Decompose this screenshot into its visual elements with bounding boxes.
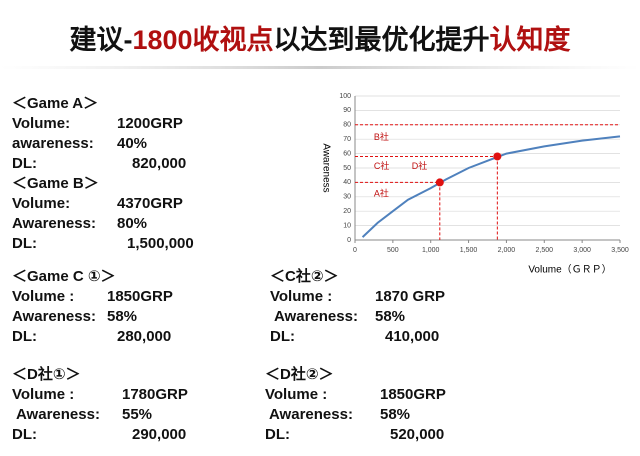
x-tick-label: 1,000 bbox=[422, 247, 440, 254]
title-rule bbox=[0, 66, 640, 69]
block-heading: ＜C社②＞ bbox=[270, 267, 339, 285]
field-label: DL: bbox=[12, 426, 37, 443]
x-tick-label: 2,500 bbox=[536, 247, 554, 254]
x-tick-label: 3,500 bbox=[611, 247, 629, 254]
x-tick-label: 3,000 bbox=[573, 247, 591, 254]
region-label: C社 bbox=[374, 160, 390, 171]
field-value: 55% bbox=[122, 406, 152, 423]
point bbox=[493, 152, 502, 161]
y-tick-label: 70 bbox=[343, 136, 351, 143]
y-tick-label: 0 bbox=[347, 237, 351, 244]
region-label: D社 bbox=[412, 160, 428, 171]
field-label: awareness: bbox=[12, 135, 94, 152]
field-label: Volume : bbox=[12, 386, 74, 403]
field-label: Awareness: bbox=[12, 308, 96, 325]
field-label: Volume: bbox=[12, 195, 70, 212]
field-label: DL: bbox=[12, 155, 37, 172]
field-value: 410,000 bbox=[385, 328, 439, 345]
field-label: Awareness: bbox=[16, 406, 100, 423]
field-value: 80% bbox=[117, 215, 147, 232]
field-value: 1200GRP bbox=[117, 115, 183, 132]
field-value: 280,000 bbox=[117, 328, 171, 345]
field-value: 1870 GRP bbox=[375, 288, 445, 305]
block-heading: ＜D社①＞ bbox=[12, 365, 81, 383]
field-value: 4370GRP bbox=[117, 195, 183, 212]
y-tick-label: 20 bbox=[343, 208, 351, 215]
x-tick-label: 500 bbox=[387, 247, 399, 254]
x-tick-label: 1,500 bbox=[460, 247, 478, 254]
field-value: 58% bbox=[380, 406, 410, 423]
field-label: Volume : bbox=[265, 386, 327, 403]
block-heading: ＜D社②＞ bbox=[265, 365, 334, 383]
title-part: 1800收视点 bbox=[132, 25, 273, 55]
y-tick-label: 30 bbox=[343, 194, 351, 201]
block-heading: ＜Game A＞ bbox=[12, 95, 98, 112]
y-tick-label: 100 bbox=[339, 93, 351, 100]
x-tick-label: 0 bbox=[353, 247, 357, 254]
field-label: Volume : bbox=[12, 288, 74, 305]
block-heading: ＜Game B＞ bbox=[12, 175, 99, 192]
field-value: 820,000 bbox=[132, 155, 186, 172]
field-label: Volume: bbox=[12, 115, 70, 132]
field-label: DL: bbox=[12, 328, 37, 345]
field-label: Awareness: bbox=[269, 406, 353, 423]
y-tick-label: 60 bbox=[343, 150, 351, 157]
region-label: A社 bbox=[374, 187, 389, 198]
field-value: 1780GRP bbox=[122, 386, 188, 403]
field-label: Awareness: bbox=[12, 215, 96, 232]
x-axis-label: Volume（ＧＲＰ） bbox=[528, 264, 611, 276]
block-heading: ＜Game C ①＞ bbox=[12, 268, 116, 285]
field-value: 40% bbox=[117, 135, 147, 152]
title-part: 以达到最优化提升 bbox=[274, 25, 490, 55]
y-tick-label: 40 bbox=[343, 179, 351, 186]
field-label: DL: bbox=[265, 426, 290, 443]
field-value: 1,500,000 bbox=[127, 235, 194, 252]
slide-title: 建议-1800收视点以达到最优化提升认知度 bbox=[69, 24, 570, 55]
field-label: Awareness: bbox=[274, 308, 358, 325]
curve bbox=[361, 135, 621, 238]
field-value: 1850GRP bbox=[380, 386, 446, 403]
y-axis-label: Awareness bbox=[320, 143, 331, 192]
field-value: 58% bbox=[107, 308, 137, 325]
field-label: DL: bbox=[270, 328, 295, 345]
point bbox=[435, 178, 444, 187]
y-tick-label: 50 bbox=[343, 165, 351, 172]
y-tick-label: 10 bbox=[343, 222, 351, 229]
field-value: 290,000 bbox=[132, 426, 186, 443]
title-part: 建议- bbox=[69, 25, 132, 55]
x-tick-label: 2,000 bbox=[498, 247, 516, 254]
field-label: DL: bbox=[12, 235, 37, 252]
y-tick-label: 80 bbox=[343, 122, 351, 129]
field-value: 520,000 bbox=[390, 426, 444, 443]
y-tick-label: 90 bbox=[343, 107, 351, 114]
title-part: 认知度 bbox=[490, 24, 571, 55]
region-label: B社 bbox=[374, 131, 389, 142]
field-label: Volume : bbox=[270, 288, 332, 305]
field-value: 58% bbox=[375, 308, 405, 325]
field-value: 1850GRP bbox=[107, 288, 173, 305]
